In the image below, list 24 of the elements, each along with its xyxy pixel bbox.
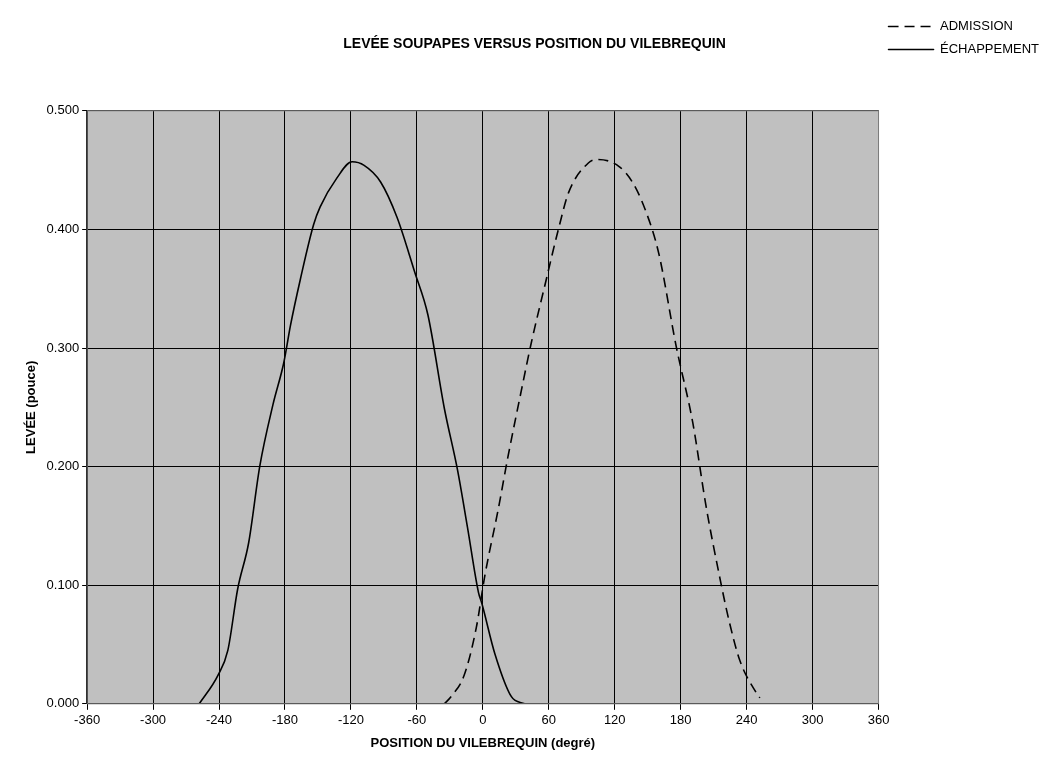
y-axis-title: LEVÉE (pouce): [23, 360, 39, 454]
x-tick-label: 300: [801, 712, 824, 728]
x-tick-label: 120: [603, 712, 626, 728]
x-tick-label: -120: [337, 712, 364, 728]
legend-label: ADMISSION: [940, 18, 1014, 34]
x-tick-label: 360: [867, 712, 890, 728]
y-tick-label: 0.400: [46, 220, 80, 236]
y-tick-label: 0.500: [46, 102, 80, 118]
y-tick-label: 0.100: [46, 576, 80, 592]
x-axis-title: POSITION DU VILEBREQUIN (degré): [370, 734, 596, 750]
x-tick-label: 60: [541, 712, 557, 728]
x-tick-label: 180: [669, 712, 692, 728]
x-tick-label: -60: [407, 712, 427, 728]
y-tick-label: 0.300: [46, 339, 80, 355]
x-tick-label: -300: [140, 712, 167, 728]
x-tick-label: 0: [479, 712, 487, 728]
legend-label: ÉCHAPPEMENT: [940, 41, 1040, 57]
x-tick-label: -180: [271, 712, 298, 728]
chart-title: LEVÉE SOUPAPES VERSUS POSITION DU VILEBREQUIN: [343, 35, 726, 52]
y-tick-label: 0.000: [46, 695, 80, 711]
x-tick-label: -240: [206, 712, 233, 728]
y-tick-label: 0.200: [46, 458, 80, 474]
x-tick-label: -360: [74, 712, 101, 728]
x-tick-label: 240: [735, 712, 758, 728]
